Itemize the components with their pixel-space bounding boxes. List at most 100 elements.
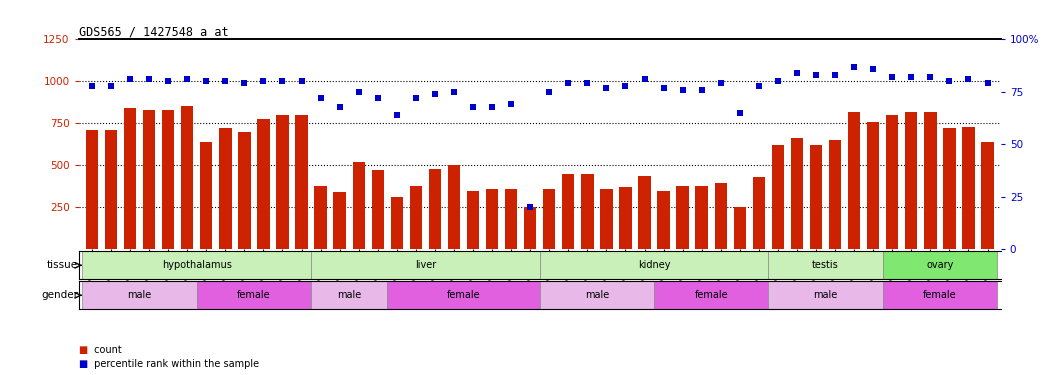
Bar	[238, 132, 250, 249]
Bar	[543, 189, 555, 249]
Point	[808, 72, 825, 78]
Bar	[848, 112, 860, 249]
Text: liver: liver	[415, 260, 436, 270]
Point	[788, 70, 805, 76]
Point	[883, 74, 900, 80]
Point	[865, 66, 881, 72]
Point	[922, 74, 939, 80]
Bar	[197, 281, 311, 309]
Point	[445, 89, 462, 95]
Bar	[391, 197, 403, 249]
Point	[427, 91, 443, 97]
Bar	[86, 130, 99, 249]
Bar	[734, 207, 746, 249]
Bar	[810, 145, 823, 249]
Bar	[486, 189, 498, 249]
Bar	[162, 110, 174, 249]
Text: ■: ■	[79, 359, 88, 369]
Bar	[882, 251, 997, 279]
Point	[979, 81, 996, 87]
Point	[903, 74, 920, 80]
Bar	[466, 190, 479, 249]
Bar	[429, 169, 441, 249]
Point	[846, 64, 863, 70]
Point	[331, 104, 348, 110]
Point	[217, 78, 234, 84]
Bar	[352, 162, 365, 249]
Bar	[829, 140, 842, 249]
Text: tissue: tissue	[47, 260, 79, 270]
Text: male: male	[337, 290, 362, 300]
Point	[713, 81, 729, 87]
Bar	[447, 165, 460, 249]
Bar	[83, 251, 311, 279]
Bar	[882, 281, 997, 309]
Point	[750, 82, 767, 88]
Bar	[388, 281, 540, 309]
Bar	[311, 251, 540, 279]
Point	[769, 78, 786, 84]
Point	[140, 76, 157, 82]
Bar	[257, 119, 269, 249]
Bar	[752, 177, 765, 249]
Text: GDS565 / 1427548_a_at: GDS565 / 1427548_a_at	[79, 25, 228, 38]
Point	[198, 78, 215, 84]
Bar	[296, 115, 308, 249]
Bar	[924, 112, 937, 249]
Bar	[333, 192, 346, 249]
Bar	[372, 170, 384, 249]
Point	[484, 104, 501, 110]
Bar	[582, 174, 593, 249]
Bar	[886, 115, 898, 249]
Bar	[619, 187, 632, 249]
Point	[674, 87, 691, 93]
Point	[312, 95, 329, 101]
Point	[732, 110, 748, 116]
Text: ■: ■	[79, 345, 88, 355]
Text: female: female	[923, 290, 957, 300]
Text: testis: testis	[812, 260, 838, 270]
Bar	[314, 186, 327, 249]
Point	[179, 76, 196, 82]
Bar	[524, 207, 537, 249]
Point	[464, 104, 481, 110]
Bar	[105, 130, 117, 249]
Point	[503, 102, 520, 108]
Bar	[905, 112, 917, 249]
Point	[369, 95, 386, 101]
Bar	[676, 186, 689, 249]
Point	[350, 89, 367, 95]
Point	[275, 78, 291, 84]
Text: male: male	[128, 290, 152, 300]
Point	[84, 82, 101, 88]
Text: male: male	[813, 290, 837, 300]
Point	[103, 82, 119, 88]
Text: percentile rank within the sample: percentile rank within the sample	[91, 359, 259, 369]
Bar	[562, 174, 574, 249]
Point	[694, 87, 711, 93]
Bar	[277, 115, 288, 249]
Bar	[540, 281, 654, 309]
Text: female: female	[237, 290, 270, 300]
Bar	[657, 191, 670, 249]
Bar	[768, 251, 882, 279]
Bar	[181, 106, 194, 249]
Point	[960, 76, 977, 82]
Bar	[981, 142, 994, 249]
Point	[389, 112, 406, 118]
Bar	[83, 281, 197, 309]
Bar	[943, 128, 956, 249]
Point	[655, 85, 672, 91]
Point	[541, 89, 558, 95]
Point	[636, 76, 653, 82]
Text: kidney: kidney	[638, 260, 671, 270]
Text: count: count	[91, 345, 122, 355]
Bar	[791, 138, 803, 249]
Point	[578, 81, 595, 87]
Point	[522, 204, 539, 210]
Point	[560, 81, 576, 87]
Point	[159, 78, 176, 84]
Point	[598, 85, 615, 91]
Bar	[143, 110, 155, 249]
Bar	[219, 128, 232, 249]
